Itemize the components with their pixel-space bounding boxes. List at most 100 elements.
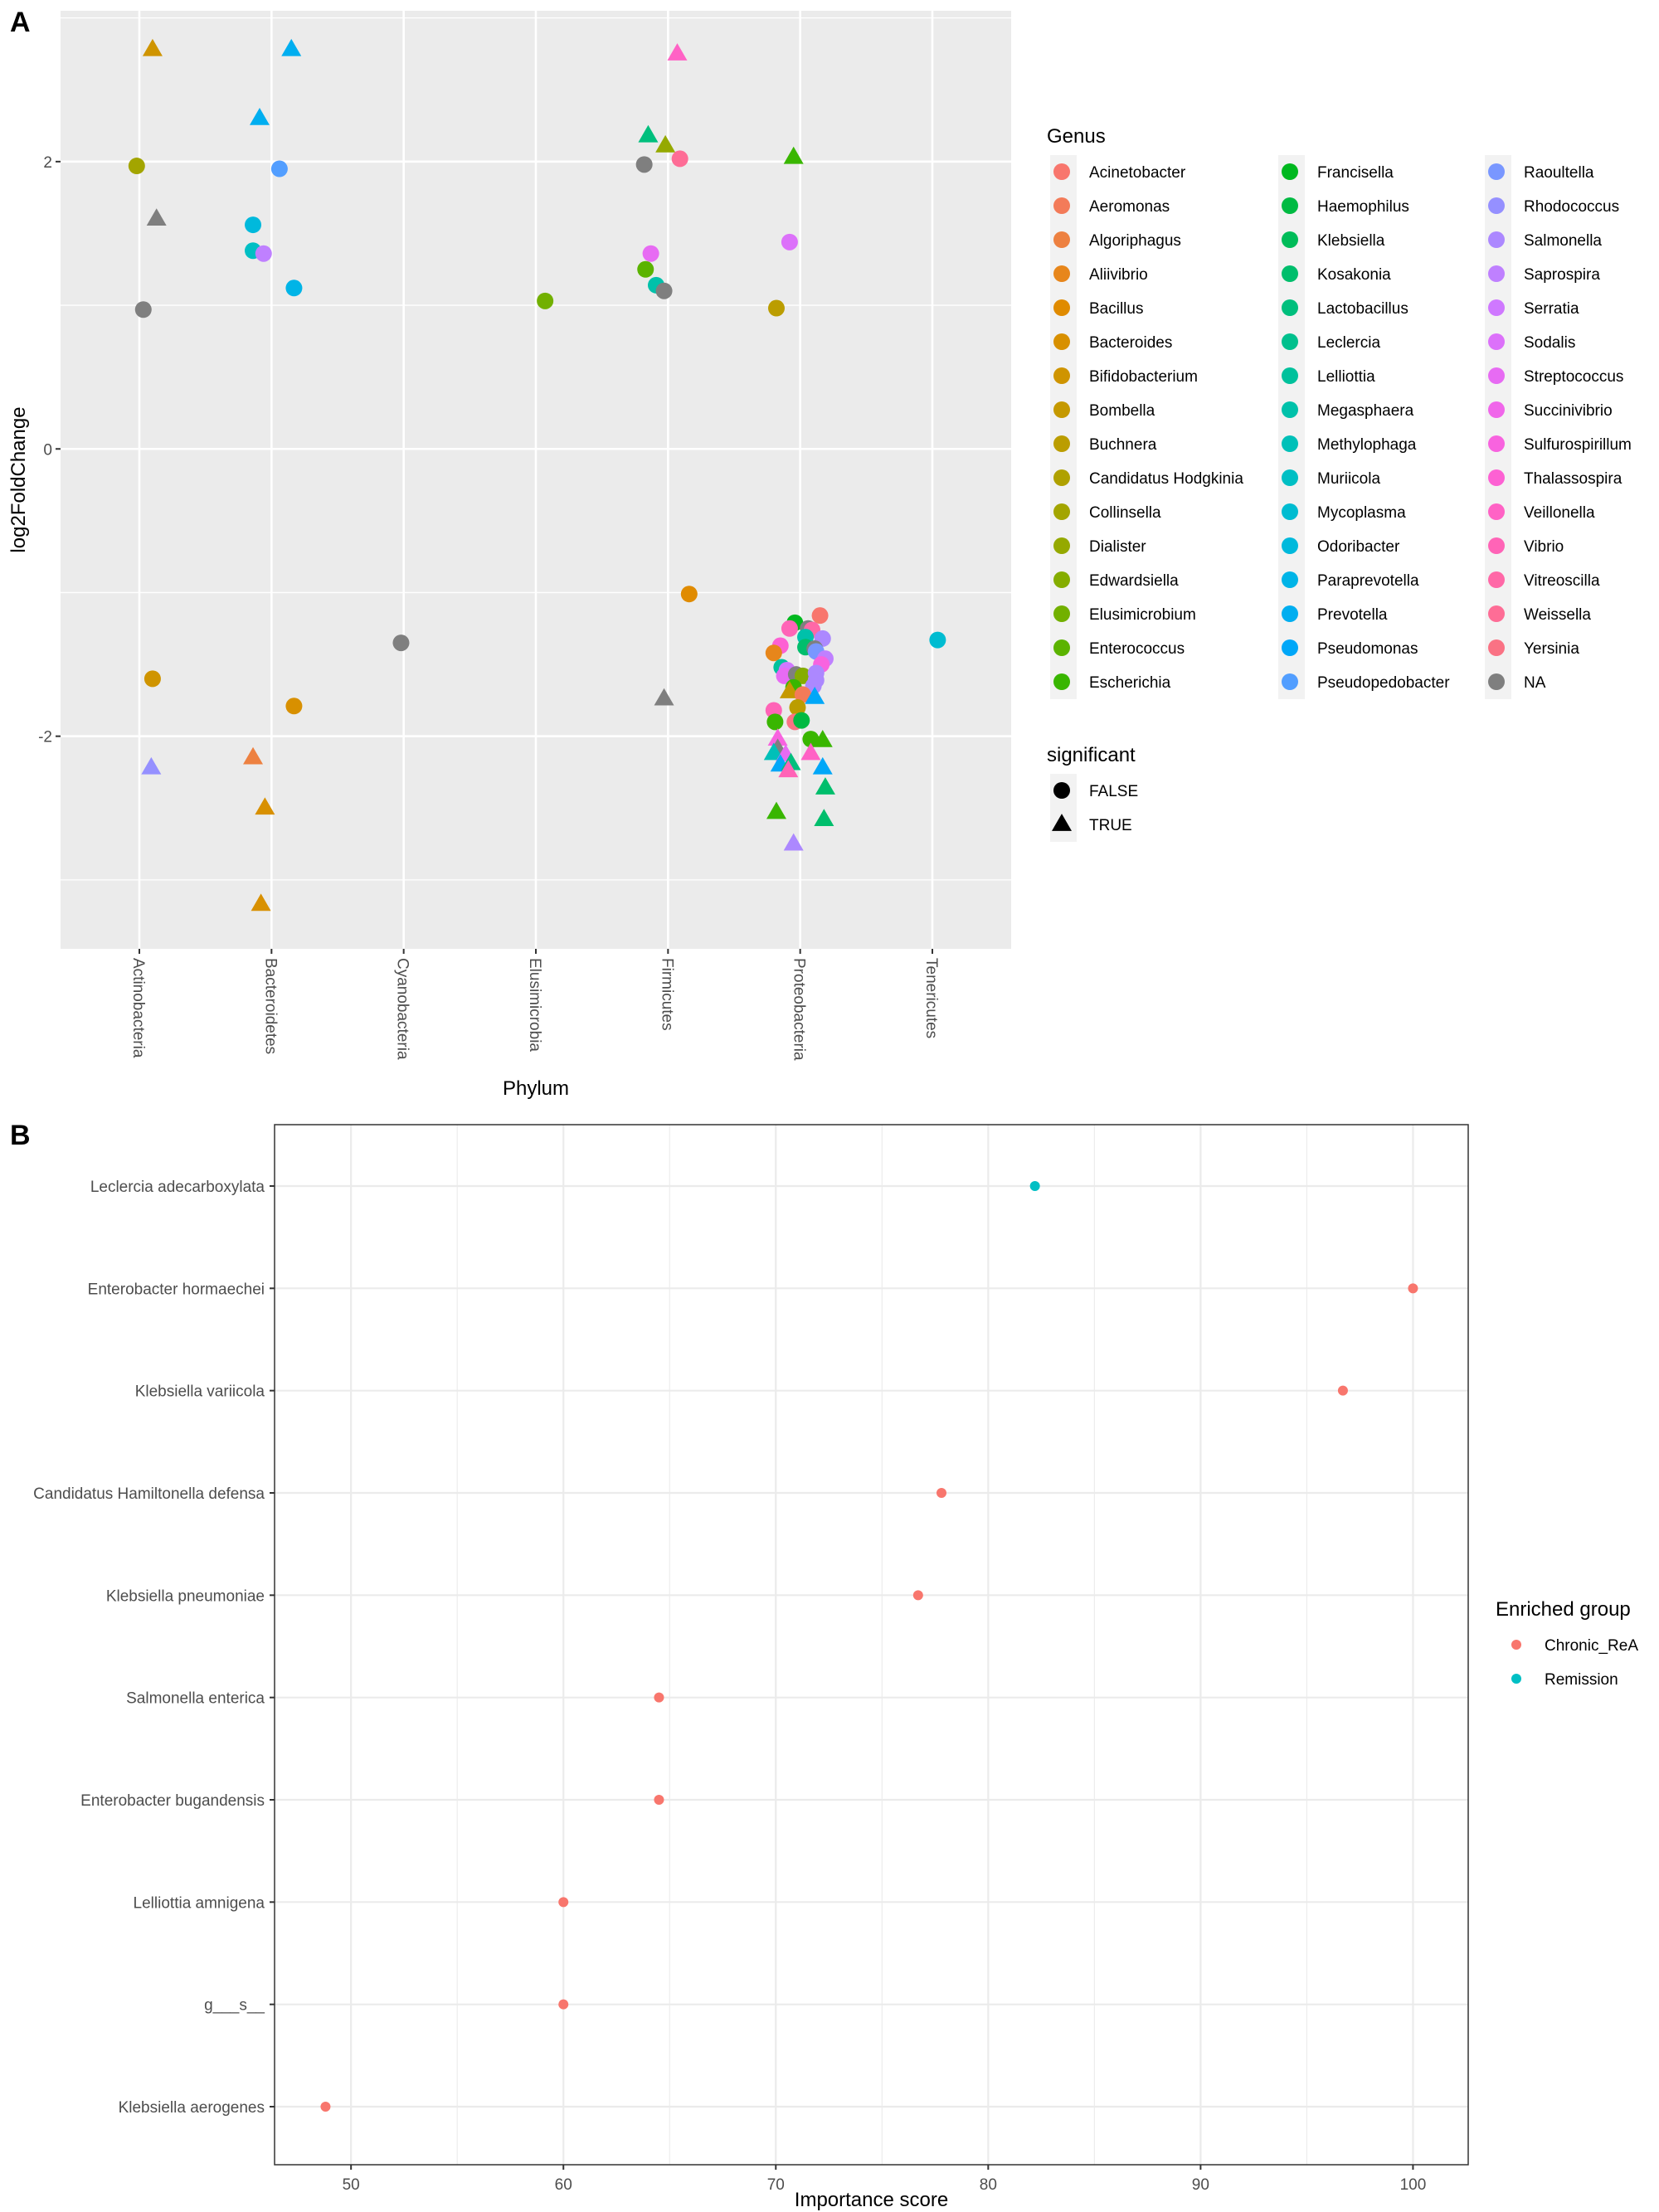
legend-label: Serratia bbox=[1524, 300, 1579, 318]
panel-b-plot-background bbox=[275, 1125, 1468, 2165]
legend-label: Haemophilus bbox=[1317, 198, 1409, 216]
data-point-triangle bbox=[249, 108, 270, 125]
y-tick-label: Enterobacter bugandensis bbox=[80, 1792, 265, 1810]
legend-label: Aeromonas bbox=[1089, 198, 1170, 216]
x-tick-label: 80 bbox=[980, 2176, 997, 2194]
legend-key-swatch bbox=[1488, 231, 1505, 248]
data-point bbox=[1337, 1385, 1348, 1396]
data-point-circle bbox=[134, 301, 152, 318]
data-point-triangle bbox=[783, 146, 804, 164]
data-point-triangle bbox=[812, 729, 833, 747]
y-tick-label: -2 bbox=[38, 729, 52, 746]
legend-label: Kosakonia bbox=[1317, 266, 1391, 284]
legend-key-swatch bbox=[1282, 197, 1298, 214]
legend-label: FALSE bbox=[1089, 783, 1138, 800]
data-point-triangle bbox=[763, 742, 784, 761]
legend-label: Algoriphagus bbox=[1089, 232, 1181, 250]
legend-label: Escherichia bbox=[1089, 674, 1171, 692]
data-point-circle bbox=[781, 233, 798, 250]
legend-label: Bacteroides bbox=[1089, 334, 1172, 352]
x-tick-label: Proteobacteria bbox=[791, 958, 808, 1061]
y-tick-label: 0 bbox=[43, 441, 52, 459]
data-point-triangle bbox=[638, 124, 659, 143]
panel-b-x-axis: 50 60 70 80 90 100 bbox=[343, 2165, 1426, 2194]
panel-b-points bbox=[320, 1181, 1418, 2112]
legend-key-swatch bbox=[1282, 265, 1298, 282]
data-point-triangle bbox=[766, 801, 786, 819]
data-point-triangle bbox=[142, 38, 163, 56]
panel-b-legend: Enriched group Chronic_ReA Remission bbox=[1496, 1598, 1638, 1689]
legend-label: Sodalis bbox=[1524, 334, 1575, 352]
legend-key-swatch bbox=[1282, 673, 1298, 690]
legend-key-swatch bbox=[1488, 401, 1505, 418]
data-point-triangle bbox=[251, 893, 271, 912]
y-tick-label: Klebsiella variicola bbox=[135, 1383, 265, 1401]
y-tick-label: g___s__ bbox=[204, 1997, 265, 2015]
legend-key-swatch bbox=[1282, 231, 1298, 248]
legend-label: Leclercia bbox=[1317, 334, 1380, 352]
data-point bbox=[912, 1590, 923, 1601]
legend-key-swatch bbox=[1488, 299, 1505, 316]
data-point-circle bbox=[794, 667, 811, 684]
legend-label: Prevotella bbox=[1317, 606, 1388, 624]
data-point-circle bbox=[537, 292, 554, 309]
data-point-circle bbox=[765, 644, 782, 662]
legend-label: Methylophaga bbox=[1317, 436, 1417, 454]
legend-key-swatch bbox=[1488, 435, 1505, 452]
legend-key-swatch bbox=[1488, 197, 1505, 214]
legend-label: Saprospira bbox=[1524, 266, 1600, 284]
data-point-triangle bbox=[783, 833, 804, 851]
legend-key-swatch bbox=[1282, 605, 1298, 622]
data-point-circle bbox=[781, 620, 798, 637]
panel-b-y-axis: Leclercia adecarboxylata Enterobacter hor… bbox=[33, 1179, 275, 2117]
legend-key-swatch bbox=[1282, 639, 1298, 656]
panel-a-y-axis-title: log2FoldChange bbox=[7, 406, 30, 552]
legend-label: Remission bbox=[1545, 1671, 1618, 1689]
legend-key-swatch bbox=[1488, 673, 1505, 690]
legend-label: Pseudomonas bbox=[1317, 640, 1418, 658]
data-point-circle bbox=[766, 713, 784, 731]
data-point-circle bbox=[285, 280, 303, 297]
data-point bbox=[936, 1488, 946, 1498]
legend-label: Bifidobacterium bbox=[1089, 368, 1198, 386]
data-point-circle bbox=[255, 245, 272, 262]
data-point-circle bbox=[671, 150, 688, 168]
panel-a-label: A bbox=[10, 7, 31, 38]
legend-shape-circle bbox=[1053, 782, 1070, 799]
legend-label: Veillonella bbox=[1524, 504, 1595, 522]
legend-label: Raoultella bbox=[1524, 164, 1594, 182]
legend-key-swatch bbox=[1282, 163, 1298, 180]
legend-key-swatch bbox=[1282, 469, 1298, 486]
legend-key-swatch bbox=[1282, 299, 1298, 316]
legend-label: Chronic_ReA bbox=[1545, 1637, 1638, 1655]
legend-label: Pseudopedobacter bbox=[1317, 674, 1450, 692]
legend-key-swatch bbox=[1282, 537, 1298, 554]
data-point-circle bbox=[811, 607, 829, 625]
data-point-triangle bbox=[655, 134, 676, 153]
data-point-circle bbox=[285, 698, 303, 715]
legend-key-swatch bbox=[1488, 367, 1505, 384]
legend-key-swatch bbox=[1488, 605, 1505, 622]
legend-label: Vibrio bbox=[1524, 538, 1564, 556]
legend-label: Weissella bbox=[1524, 606, 1591, 624]
data-point-circle bbox=[794, 686, 811, 703]
legend-key-swatch bbox=[1053, 469, 1070, 486]
data-point-triangle bbox=[805, 687, 825, 704]
panel-b-label: B bbox=[10, 1120, 31, 1151]
legend-label: Enterococcus bbox=[1089, 640, 1185, 658]
x-tick-label: Tenericutes bbox=[922, 958, 940, 1038]
x-tick-label: 70 bbox=[767, 2176, 785, 2194]
legend-key-swatch bbox=[1488, 639, 1505, 656]
panel-a-x-axis-title: Phylum bbox=[503, 1077, 569, 1100]
legend-label: Salmonella bbox=[1524, 232, 1602, 250]
legend-label: Buchnera bbox=[1089, 436, 1157, 454]
data-point bbox=[1408, 1283, 1418, 1294]
data-point-triangle bbox=[800, 742, 821, 761]
data-point-circle bbox=[789, 699, 806, 717]
legend-label: Succinivibrio bbox=[1524, 402, 1613, 420]
legend-key-swatch bbox=[1053, 197, 1070, 214]
legend-shape-triangle bbox=[1052, 814, 1072, 831]
legend-key-swatch bbox=[1511, 1640, 1521, 1650]
data-point bbox=[654, 1692, 664, 1703]
